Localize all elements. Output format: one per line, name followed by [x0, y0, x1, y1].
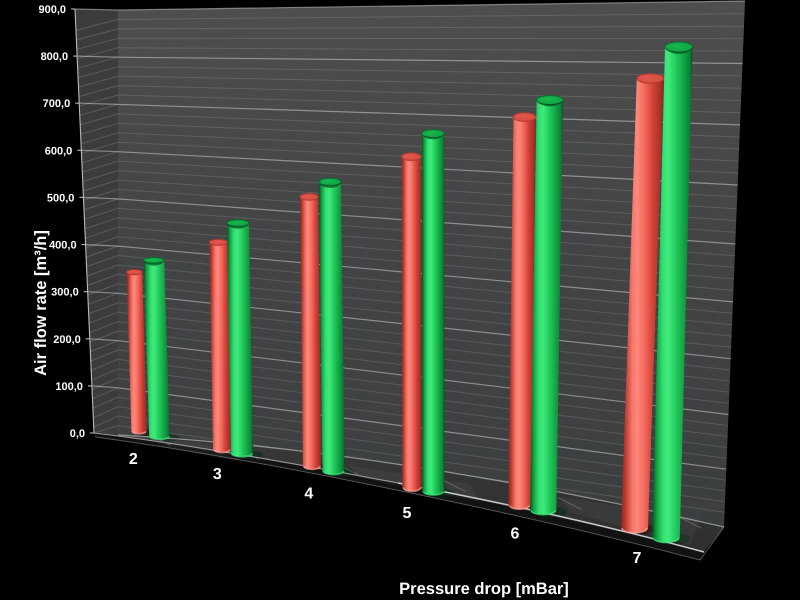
svg-text:7: 7	[633, 550, 642, 567]
svg-text:800,0: 800,0	[41, 51, 69, 63]
svg-text:Air flow rate [m³/h]: Air flow rate [m³/h]	[32, 230, 50, 376]
svg-text:400,0: 400,0	[49, 240, 77, 252]
svg-text:700,0: 700,0	[43, 98, 71, 110]
svg-text:3: 3	[213, 466, 222, 483]
svg-text:0,0: 0,0	[70, 428, 85, 440]
svg-text:2: 2	[129, 451, 138, 468]
svg-text:6: 6	[511, 526, 520, 543]
svg-text:5: 5	[403, 505, 412, 522]
svg-text:4: 4	[304, 486, 313, 503]
svg-text:300,0: 300,0	[51, 287, 79, 299]
svg-text:200,0: 200,0	[53, 334, 81, 346]
svg-text:600,0: 600,0	[45, 145, 73, 157]
svg-text:500,0: 500,0	[47, 192, 75, 204]
svg-text:900,0: 900,0	[38, 4, 66, 16]
svg-text:100,0: 100,0	[55, 381, 83, 393]
svg-text:Pressure drop [mBar]: Pressure drop [mBar]	[399, 580, 569, 598]
